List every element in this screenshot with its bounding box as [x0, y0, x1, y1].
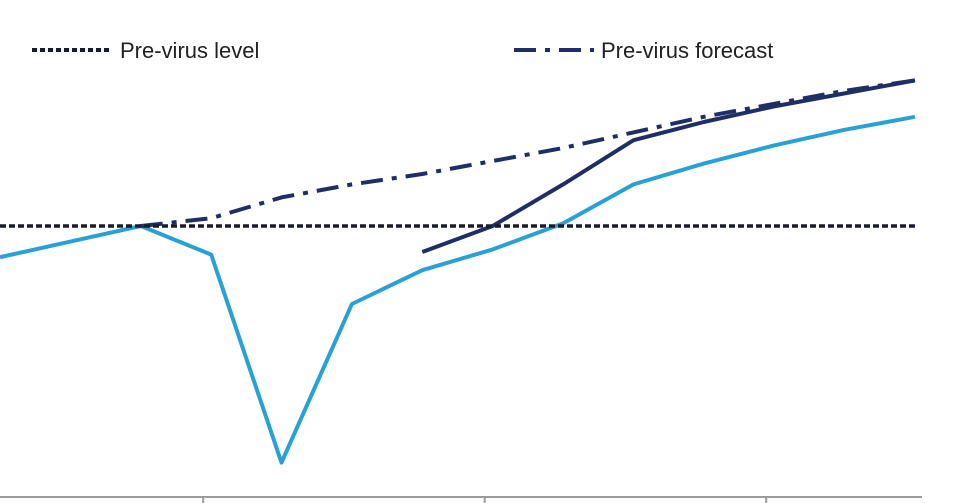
legend-label-pre-virus-level: Pre-virus level — [120, 38, 259, 63]
series-line-light — [0, 114, 916, 465]
legend: Pre-virus level Pre-virus forecast — [32, 38, 773, 63]
x-axis — [0, 496, 922, 503]
series-layer — [0, 78, 916, 465]
series-line-dark — [421, 78, 916, 254]
legend-label-pre-virus-forecast: Pre-virus forecast — [601, 38, 773, 63]
series-line-forecast — [140, 78, 916, 228]
